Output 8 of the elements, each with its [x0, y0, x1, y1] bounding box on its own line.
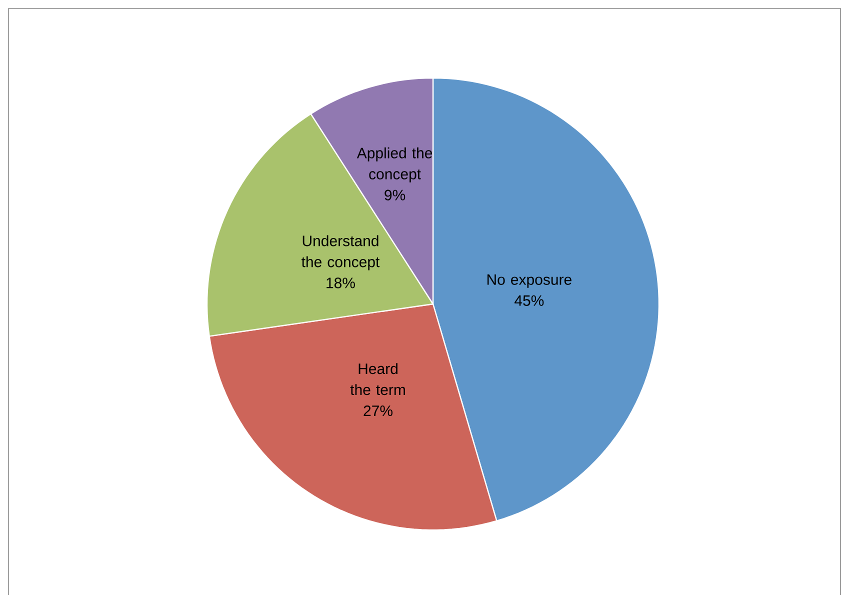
data-label: 27% — [364, 405, 392, 416]
slice-label: Understand the concept — [302, 235, 380, 270]
data-label: 9% — [384, 190, 406, 200]
slice-label: No exposure — [487, 274, 572, 288]
slice-label: Applied the concept — [356, 147, 432, 182]
data-label: 18% — [326, 278, 355, 288]
data-label: 45% — [514, 295, 544, 306]
slice-label: Heard the term — [350, 363, 405, 396]
